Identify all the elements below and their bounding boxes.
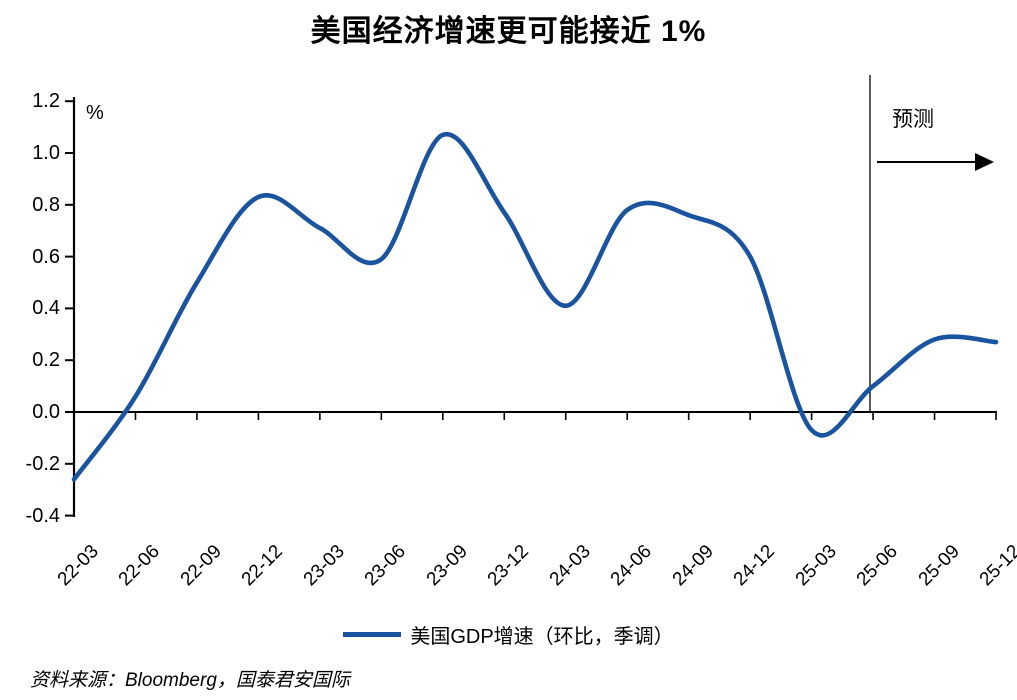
y-tick-label: 0.6 — [32, 245, 60, 268]
legend-line-swatch — [343, 632, 402, 637]
source-note: 资料来源：Bloomberg，国泰君安国际 — [30, 670, 350, 691]
y-tick-label: 0.0 — [32, 401, 60, 423]
y-tick-label: 0.4 — [32, 297, 60, 320]
legend: 美国GDP增速（环比，季调） — [0, 620, 1017, 649]
y-tick-label: -0.2 — [25, 452, 60, 475]
y-tick-label: 0.2 — [32, 349, 60, 372]
forecast-label: 预测 — [892, 108, 934, 131]
legend-label: 美国GDP增速（环比，季调） — [410, 626, 674, 648]
y-axis-unit-label: % — [86, 102, 104, 124]
y-tick-label: 0.8 — [32, 193, 60, 216]
chart-title: 美国经济增速更可能接近 1% — [310, 15, 707, 48]
forecast-arrow-head-icon — [975, 153, 994, 171]
y-tick-label: 1.2 — [32, 90, 60, 113]
y-tick-label: 1.0 — [32, 142, 60, 164]
y-tick-label: -0.4 — [25, 504, 60, 527]
gdp-growth-line — [71, 132, 999, 482]
